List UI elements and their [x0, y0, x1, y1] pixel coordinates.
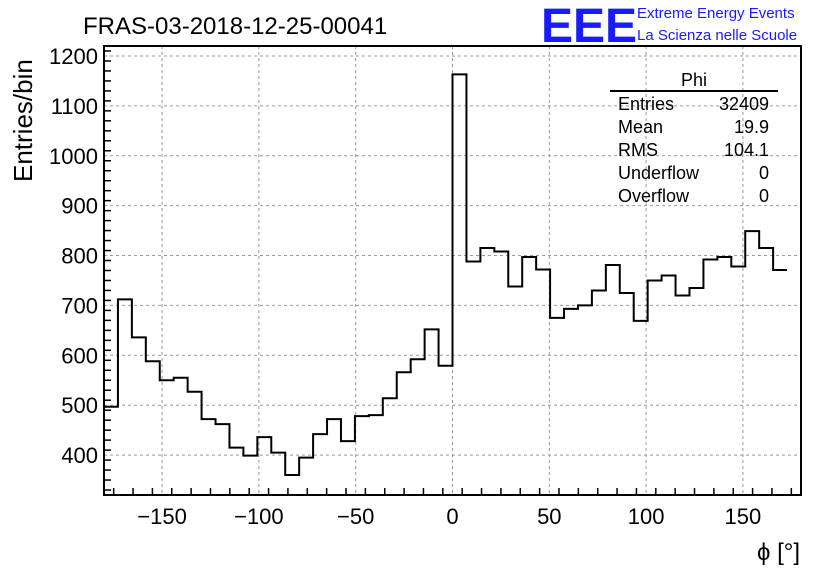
stats-value: 0	[759, 163, 769, 183]
y-tick-label: 700	[61, 293, 98, 318]
y-tick-label: 1000	[49, 144, 98, 169]
x-tick-label: 50	[537, 504, 561, 529]
stats-box: Phi Entries 32409 Mean 19.9 RMS 104.1 Underflo…	[610, 70, 778, 206]
stats-value: 32409	[719, 94, 769, 114]
x-tick-label: 150	[725, 504, 762, 529]
stats-value: 19.9	[734, 117, 769, 137]
stats-label: RMS	[618, 140, 658, 160]
x-tick-label: −150	[137, 504, 187, 529]
stats-title: Phi	[681, 70, 707, 90]
y-tick-label: 1100	[51, 94, 98, 119]
chart-title: FRAS-03-2018-12-25-00041	[83, 13, 387, 40]
y-tick-label: 900	[61, 194, 98, 219]
y-axis-label: Entries/bin	[8, 59, 38, 182]
x-tick-label: −50	[337, 504, 374, 529]
x-tick-label: 100	[628, 504, 665, 529]
stats-label: Mean	[618, 117, 663, 137]
x-tick-label: 0	[446, 504, 458, 529]
stats-label: Underflow	[618, 163, 700, 183]
y-tick-label: 600	[61, 343, 98, 368]
y-tick-label: 400	[61, 443, 98, 468]
y-tick-label: 1200	[49, 44, 98, 69]
stats-value: 0	[759, 186, 769, 206]
stats-rows: Entries 32409 Mean 19.9 RMS 104.1 Underflow 0 Ov…	[618, 94, 769, 206]
stats-label: Entries	[618, 94, 674, 114]
stats-label: Overflow	[618, 186, 690, 206]
logo-line-2: La Scienza nelle Scuole	[637, 27, 797, 44]
y-tick-labels: 400 500 600 700 800 900 1000 1100 1200	[49, 44, 98, 468]
logo-line-1: Extreme Energy Events	[637, 5, 795, 22]
eee-logo: EEE	[541, 0, 637, 53]
y-tick-label: 800	[61, 244, 98, 269]
x-axis-label: ϕ [°]	[757, 539, 800, 566]
x-tick-label: −100	[234, 504, 284, 529]
stats-value: 104.1	[724, 140, 769, 160]
x-tick-labels: −150 −100 −50 0 50 100 150	[137, 504, 761, 529]
histogram-line	[103, 73, 788, 495]
axis-ticks	[104, 50, 793, 495]
y-tick-label: 500	[61, 393, 98, 418]
